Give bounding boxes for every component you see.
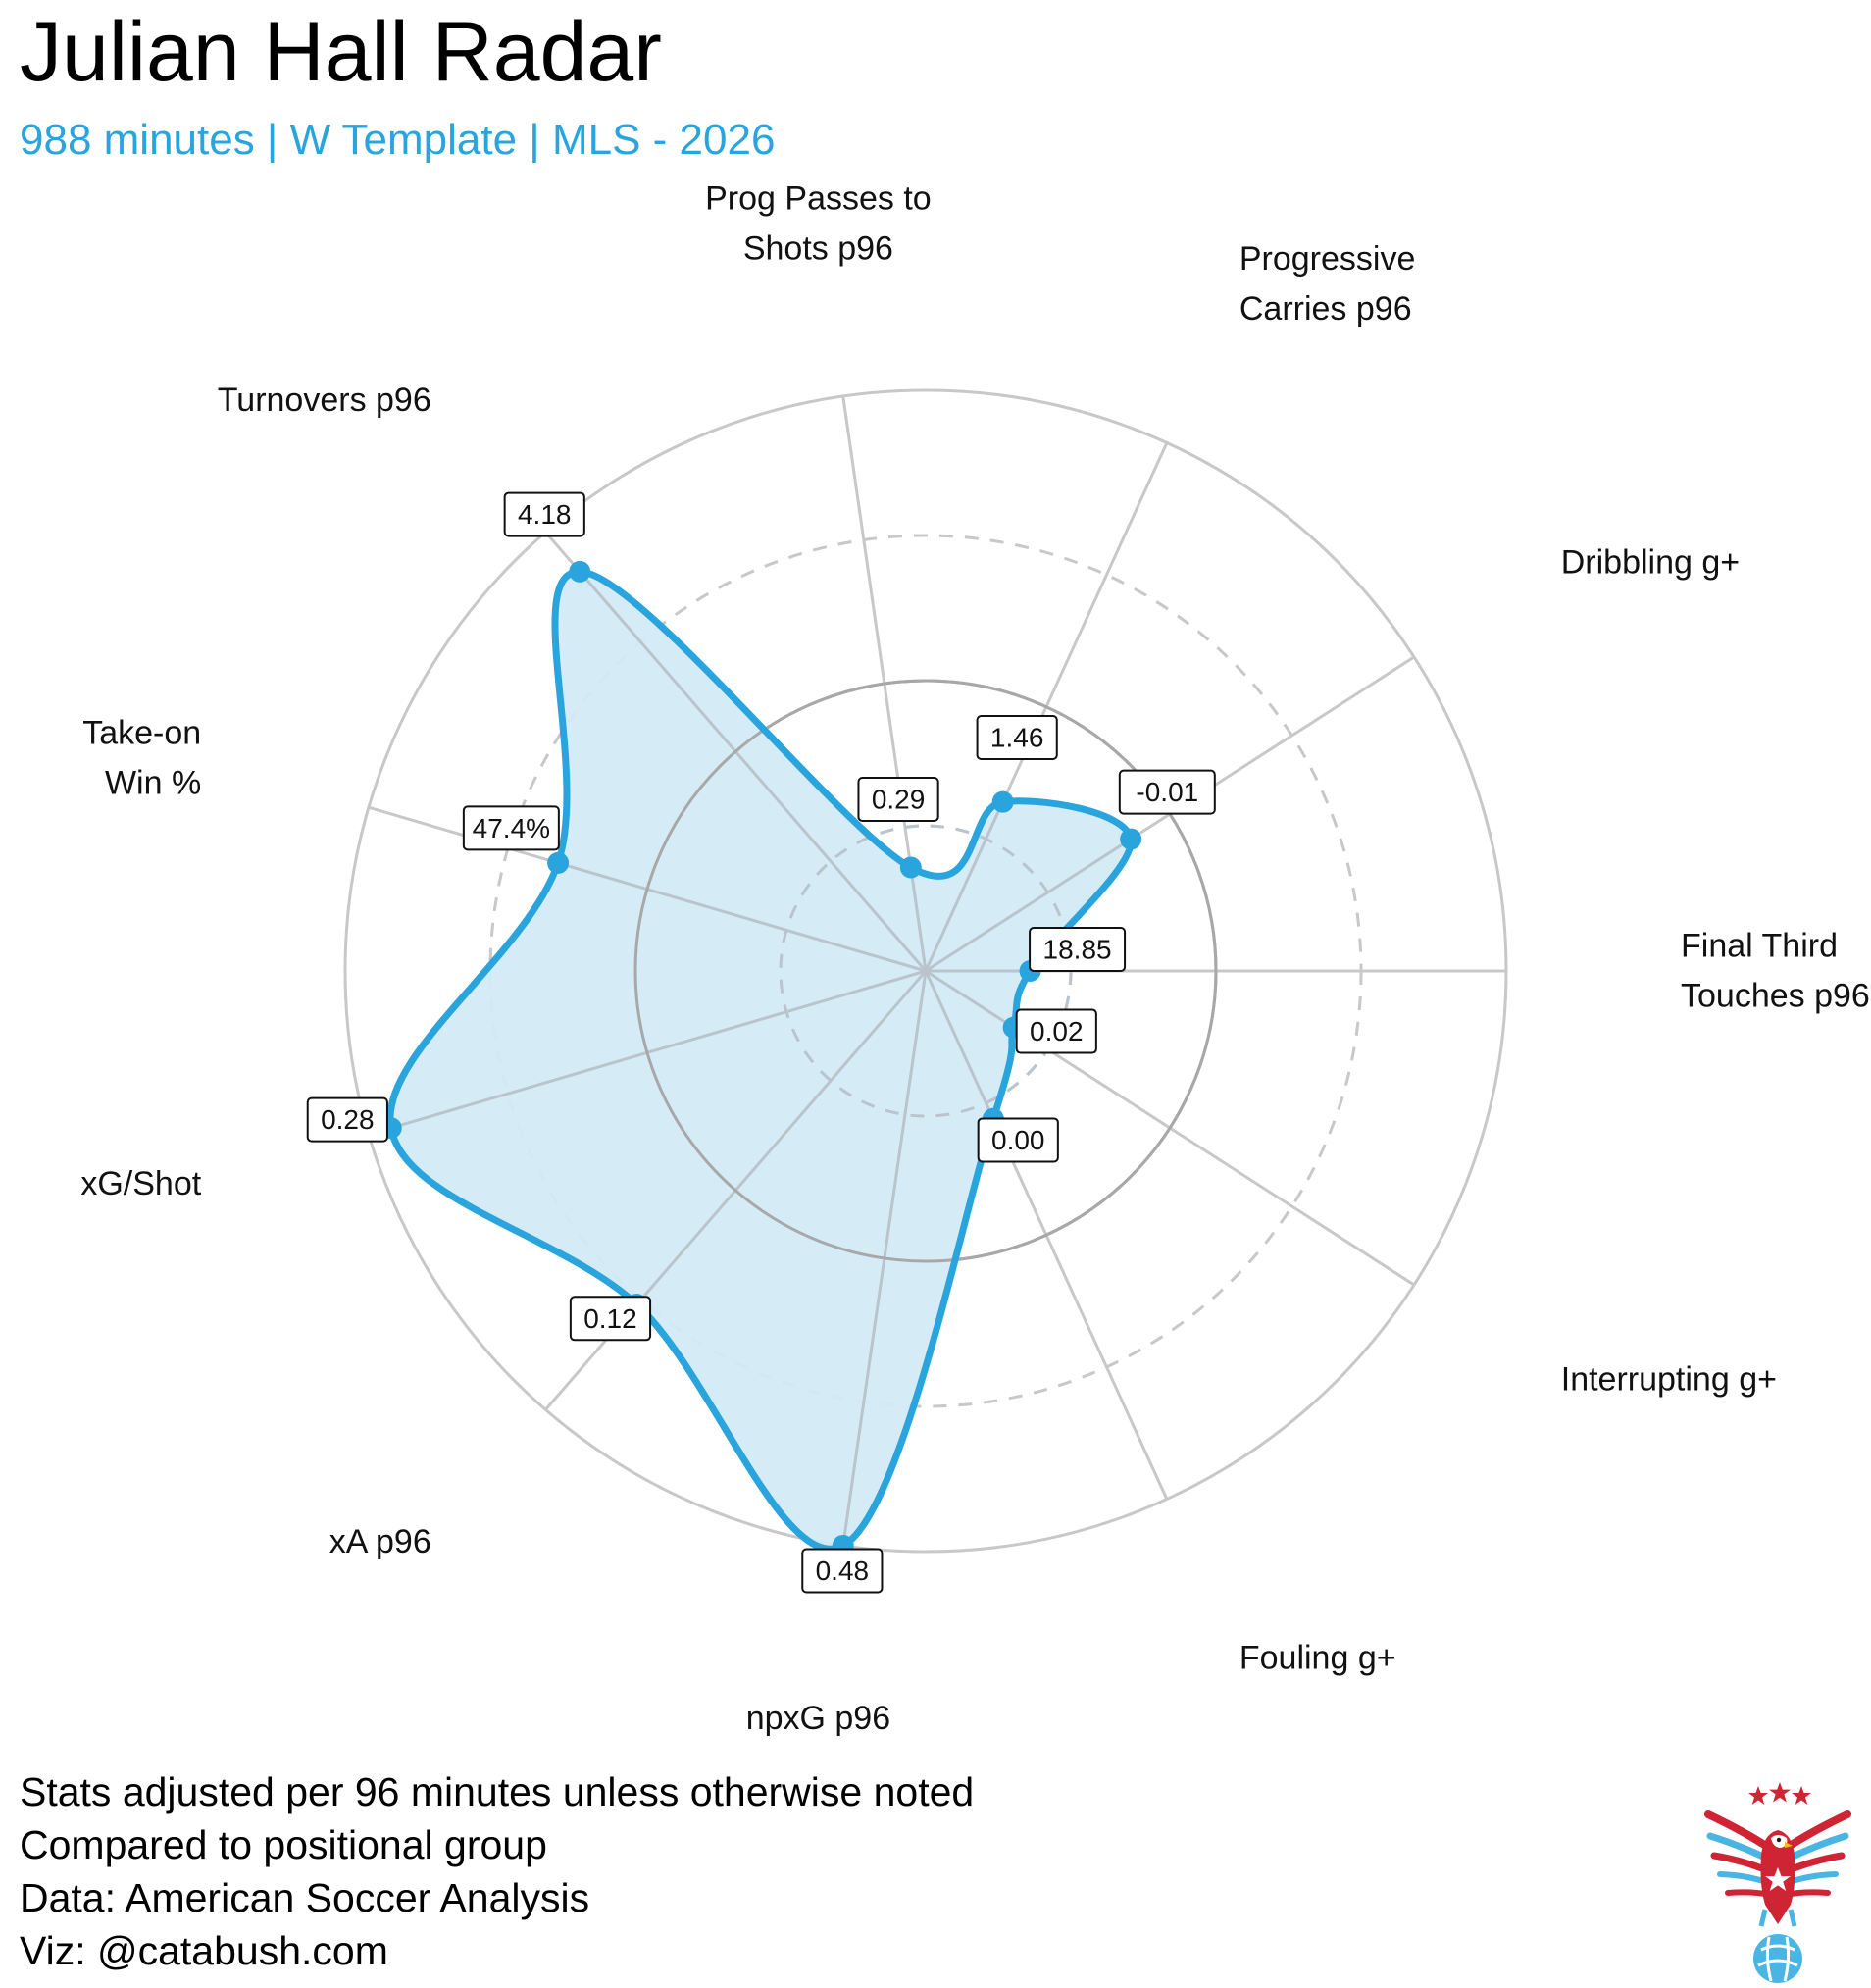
axis-label: Interrupting g+ — [1561, 1360, 1777, 1398]
axis-label: npxG p96 — [746, 1700, 890, 1737]
inner-ring — [633, 679, 1218, 1263]
value-label-box — [306, 1096, 388, 1143]
value-label: 4.18 — [503, 491, 585, 537]
data-point — [899, 856, 922, 879]
data-point — [547, 851, 570, 874]
radar-labels: 18.85 0.02 0.00 0.48 0.12 0.28 47.4% 4.18 0.29 1.… — [80, 179, 1869, 1737]
inner-spoke — [925, 838, 1132, 973]
value-label: 0.00 — [977, 1117, 1059, 1163]
inner-spoke — [579, 570, 928, 972]
axis-label: Final Third — [1681, 928, 1838, 965]
axis-label: Fouling g+ — [1239, 1639, 1396, 1676]
value-label: 1.46 — [976, 715, 1058, 761]
radar-area — [389, 571, 1132, 1550]
value-label-text: 1.46 — [990, 723, 1044, 753]
axis-label: Shots p96 — [743, 229, 893, 267]
footer-notes: Stats adjusted per 96 minutes unless oth… — [20, 1765, 974, 1977]
value-label-text: -0.01 — [1136, 777, 1198, 807]
value-label: 0.12 — [569, 1296, 652, 1342]
chart-title: Julian Hall Radar — [20, 5, 662, 99]
value-label-box — [503, 491, 585, 537]
axis-label: xA p96 — [329, 1523, 431, 1560]
value-label: 0.28 — [306, 1096, 388, 1143]
value-label-text: 0.12 — [583, 1303, 637, 1334]
footer-note-data-source: Data: American Soccer Analysis — [20, 1875, 590, 1920]
axis-label: Turnovers p96 — [218, 382, 431, 419]
value-label-text: 4.18 — [518, 499, 572, 530]
value-label-box — [462, 805, 560, 851]
footer-note-compared: Compared to positional group — [20, 1822, 547, 1867]
data-point — [1120, 828, 1142, 850]
chart-subtitle: 988 minutes | W Template | MLS - 2026 — [20, 116, 776, 164]
axis-label: Carries p96 — [1239, 290, 1412, 328]
value-label-text: 0.02 — [1030, 1016, 1084, 1046]
value-label: 0.48 — [801, 1548, 884, 1594]
eagle-soccer-ball-logo-icon — [1704, 1782, 1851, 1983]
inner-spoke — [635, 970, 928, 1306]
inner-spoke — [557, 861, 927, 973]
footer-note-adjusted: Stats adjusted per 96 minutes unless oth… — [20, 1769, 975, 1814]
footer-note-viz-credit: Viz: @catabush.com — [20, 1928, 388, 1973]
value-label-text: 0.29 — [872, 785, 926, 815]
axis-label: Touches p96 — [1681, 978, 1870, 1015]
axis-label: Prog Passes to — [705, 179, 932, 217]
value-label-box — [976, 715, 1058, 761]
value-label-box — [569, 1296, 652, 1342]
data-point — [991, 790, 1014, 813]
value-label-text: 0.28 — [321, 1104, 375, 1135]
value-label: 47.4% — [462, 805, 560, 851]
radar-data — [379, 560, 1218, 1556]
axis-label: Progressive — [1239, 240, 1416, 278]
radar-outline — [386, 568, 1135, 1553]
value-label-text: 0.48 — [816, 1555, 870, 1586]
axis-label: Take-on — [82, 715, 201, 752]
inner-spoke — [925, 969, 1015, 1029]
inner-spoke — [390, 969, 927, 1130]
inner-spoke — [924, 801, 1005, 972]
inner-spoke — [909, 867, 928, 972]
value-label-box — [977, 1117, 1059, 1163]
axis-label: xG/Shot — [80, 1165, 201, 1202]
value-label-box — [1015, 1008, 1097, 1054]
value-label-box — [1029, 927, 1127, 972]
value-label-box — [857, 777, 939, 823]
axis-label: Dribbling g+ — [1561, 544, 1740, 582]
value-label: 18.85 — [1029, 927, 1127, 972]
value-label: 0.29 — [857, 777, 939, 823]
value-label: 0.02 — [1015, 1008, 1097, 1054]
value-label-text: 18.85 — [1043, 935, 1112, 965]
value-label-box — [801, 1548, 884, 1594]
value-label-box — [1118, 769, 1216, 815]
value-label: -0.01 — [1118, 769, 1216, 815]
inner-spoke — [924, 970, 995, 1120]
value-label-text: 47.4% — [473, 813, 550, 843]
axis-label: Win % — [105, 765, 201, 802]
data-point — [569, 560, 591, 583]
value-label-text: 0.00 — [991, 1125, 1045, 1155]
